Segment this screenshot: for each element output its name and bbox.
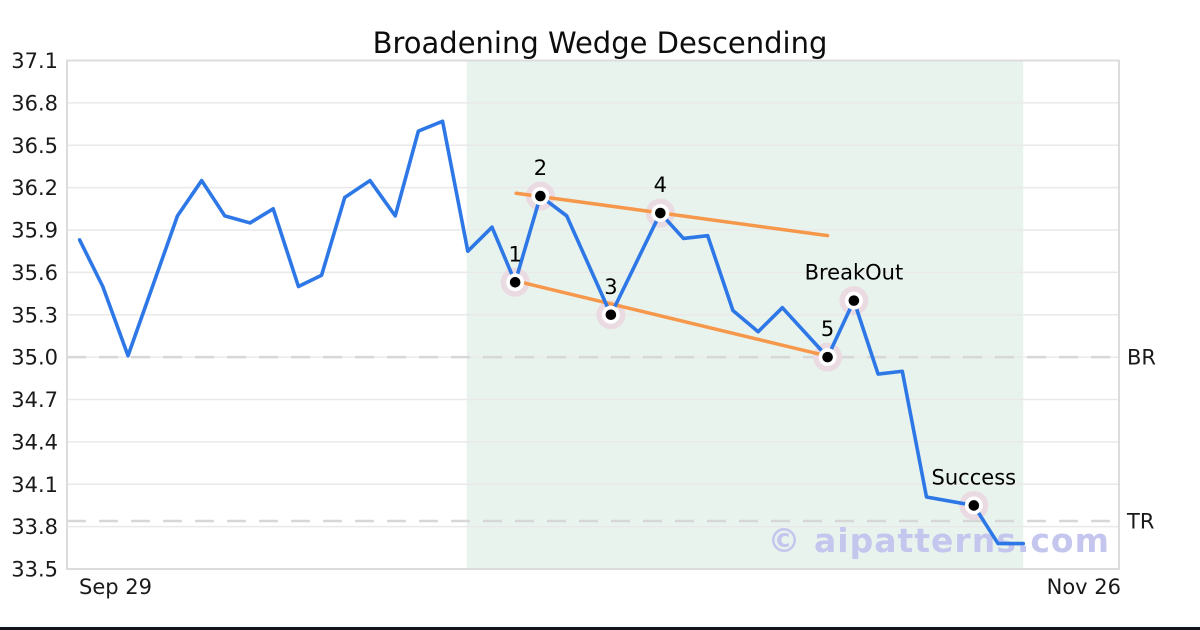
upper-trendline — [514, 191, 830, 238]
marker-dot — [509, 276, 521, 288]
marker-label-1: 1 — [508, 242, 521, 266]
y-tick-label: 33.5 — [11, 558, 58, 582]
marker-label-2: 2 — [534, 156, 547, 180]
y-tick-label: 34.4 — [11, 430, 58, 454]
y-tick-label: 35.0 — [11, 346, 58, 370]
x-tick-label: Sep 29 — [79, 575, 152, 599]
plot-border — [66, 59, 1120, 570]
y-tick-label: 35.9 — [11, 219, 58, 243]
marker-dot — [848, 295, 860, 306]
y-tick-label: 36.5 — [11, 134, 58, 158]
chart-title: Broadening Wedge Descending — [372, 26, 828, 60]
marker-label-4: 4 — [654, 173, 667, 197]
y-tick-label: 37.1 — [11, 49, 58, 73]
marker-label-success: Success — [932, 465, 1017, 489]
marker-dot — [535, 190, 546, 202]
threshold-label-br: BR — [1127, 346, 1156, 370]
lower-trendline — [513, 279, 822, 357]
marker-dot — [605, 309, 617, 321]
y-tick-label: 35.6 — [11, 261, 58, 285]
bottom-border-bar — [0, 627, 1200, 630]
x-tick-label: Nov 26 — [1047, 575, 1121, 599]
y-tick-label: 34.7 — [11, 388, 58, 412]
marker-label-5: 5 — [821, 317, 834, 341]
marker-dot — [655, 207, 666, 219]
marker-label-3: 3 — [604, 275, 617, 299]
y-tick-label: 33.8 — [11, 515, 58, 539]
y-tick-label: 35.3 — [11, 303, 58, 327]
marker-label-breakout: BreakOut — [805, 261, 904, 285]
y-tick-label: 36.2 — [11, 176, 58, 200]
y-tick-label: 34.1 — [11, 473, 58, 497]
marker-dot — [822, 351, 833, 363]
threshold-label-tr: TR — [1126, 509, 1154, 533]
watermark: © aipatterns.com — [768, 521, 1110, 560]
marker-dot — [968, 500, 980, 511]
y-tick-label: 36.8 — [11, 91, 58, 115]
